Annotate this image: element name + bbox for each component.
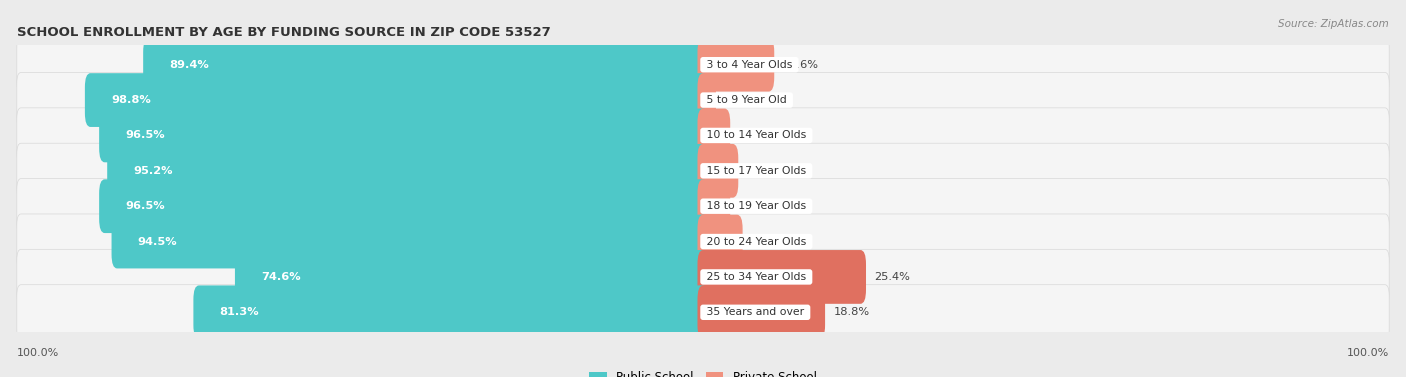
FancyBboxPatch shape <box>17 143 1389 198</box>
Text: SCHOOL ENROLLMENT BY AGE BY FUNDING SOURCE IN ZIP CODE 53527: SCHOOL ENROLLMENT BY AGE BY FUNDING SOUR… <box>17 26 551 39</box>
Text: 96.5%: 96.5% <box>125 130 165 141</box>
FancyBboxPatch shape <box>100 109 709 162</box>
Text: 98.8%: 98.8% <box>111 95 150 105</box>
FancyBboxPatch shape <box>84 73 709 127</box>
FancyBboxPatch shape <box>194 285 709 339</box>
FancyBboxPatch shape <box>697 144 738 198</box>
Text: Source: ZipAtlas.com: Source: ZipAtlas.com <box>1278 19 1389 29</box>
Text: 95.2%: 95.2% <box>134 166 173 176</box>
FancyBboxPatch shape <box>697 73 716 127</box>
Text: 100.0%: 100.0% <box>17 348 59 358</box>
Text: 35 Years and over: 35 Years and over <box>703 307 807 317</box>
Text: 81.3%: 81.3% <box>219 307 259 317</box>
Text: 10 to 14 Year Olds: 10 to 14 Year Olds <box>703 130 810 141</box>
FancyBboxPatch shape <box>17 249 1389 305</box>
Text: 3.5%: 3.5% <box>738 201 768 211</box>
FancyBboxPatch shape <box>107 144 709 198</box>
Text: 18.8%: 18.8% <box>834 307 869 317</box>
FancyBboxPatch shape <box>697 285 825 339</box>
FancyBboxPatch shape <box>697 250 866 304</box>
FancyBboxPatch shape <box>17 108 1389 163</box>
Text: 5.5%: 5.5% <box>751 236 780 247</box>
Text: 94.5%: 94.5% <box>138 236 177 247</box>
Text: 15 to 17 Year Olds: 15 to 17 Year Olds <box>703 166 810 176</box>
Text: 89.4%: 89.4% <box>169 60 209 70</box>
FancyBboxPatch shape <box>100 179 709 233</box>
Legend: Public School, Private School: Public School, Private School <box>585 366 821 377</box>
Text: 10.6%: 10.6% <box>783 60 818 70</box>
FancyBboxPatch shape <box>235 250 709 304</box>
Text: 20 to 24 Year Olds: 20 to 24 Year Olds <box>703 236 810 247</box>
Text: 25 to 34 Year Olds: 25 to 34 Year Olds <box>703 272 810 282</box>
FancyBboxPatch shape <box>17 37 1389 92</box>
Text: 18 to 19 Year Olds: 18 to 19 Year Olds <box>703 201 810 211</box>
FancyBboxPatch shape <box>697 38 775 92</box>
Text: 5 to 9 Year Old: 5 to 9 Year Old <box>703 95 790 105</box>
FancyBboxPatch shape <box>17 179 1389 234</box>
Text: 96.5%: 96.5% <box>125 201 165 211</box>
Text: 3 to 4 Year Olds: 3 to 4 Year Olds <box>703 60 796 70</box>
FancyBboxPatch shape <box>697 109 730 162</box>
Text: 4.8%: 4.8% <box>747 166 775 176</box>
Text: 25.4%: 25.4% <box>875 272 910 282</box>
Text: 100.0%: 100.0% <box>1347 348 1389 358</box>
Text: 1.2%: 1.2% <box>724 95 754 105</box>
FancyBboxPatch shape <box>697 179 730 233</box>
FancyBboxPatch shape <box>17 285 1389 340</box>
FancyBboxPatch shape <box>143 38 709 92</box>
FancyBboxPatch shape <box>697 215 742 268</box>
Text: 74.6%: 74.6% <box>262 272 301 282</box>
FancyBboxPatch shape <box>17 214 1389 269</box>
FancyBboxPatch shape <box>111 215 709 268</box>
Text: 3.5%: 3.5% <box>738 130 768 141</box>
FancyBboxPatch shape <box>17 72 1389 128</box>
